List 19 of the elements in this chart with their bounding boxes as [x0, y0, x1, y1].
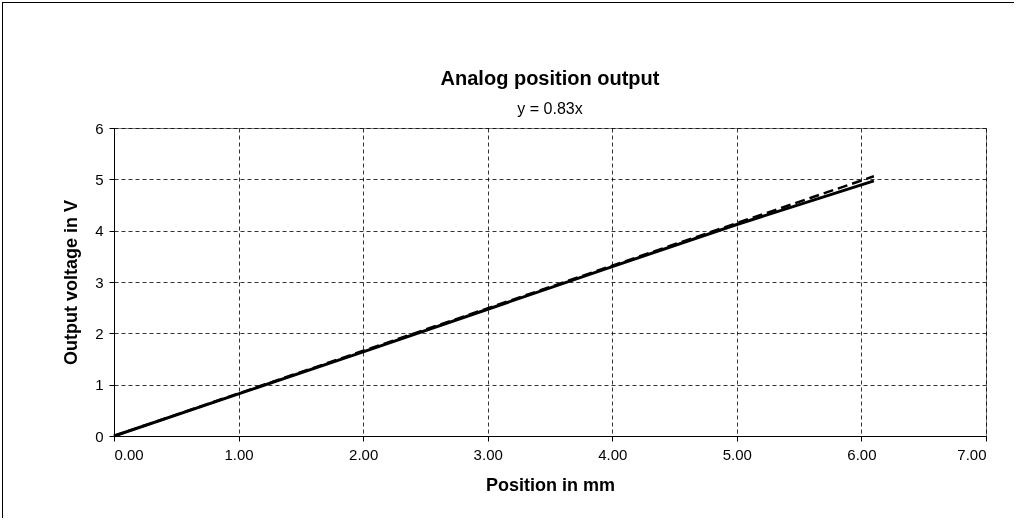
text: y = 0.83x — [517, 100, 583, 117]
x-tick-label: 3.00 — [473, 445, 503, 463]
y-tick-label: 3 — [95, 273, 104, 291]
x-tick-label: 7.00 — [957, 445, 987, 463]
y-axis-title: Output voltage in V — [61, 200, 82, 365]
y-tick-label: 1 — [95, 376, 104, 394]
x-tick-label: 6.00 — [847, 445, 877, 463]
y-tick-label: 5 — [95, 170, 104, 188]
y-tick-label: 4 — [95, 222, 104, 240]
y-tick-label: 0 — [95, 427, 104, 445]
x-tick-label: 2.00 — [349, 445, 379, 463]
y-tick-label: 6 — [95, 119, 104, 137]
chart-title: Analog position output — [440, 67, 660, 89]
y-tick-label: 2 — [95, 324, 104, 342]
x-tick-label: 1.00 — [224, 445, 254, 463]
x-tick-label: 5.00 — [722, 445, 752, 463]
x-tick-label: 0.00 — [114, 445, 144, 463]
x-axis-title: Position in mm — [485, 474, 616, 495]
x-tick-label: 4.00 — [598, 445, 628, 463]
